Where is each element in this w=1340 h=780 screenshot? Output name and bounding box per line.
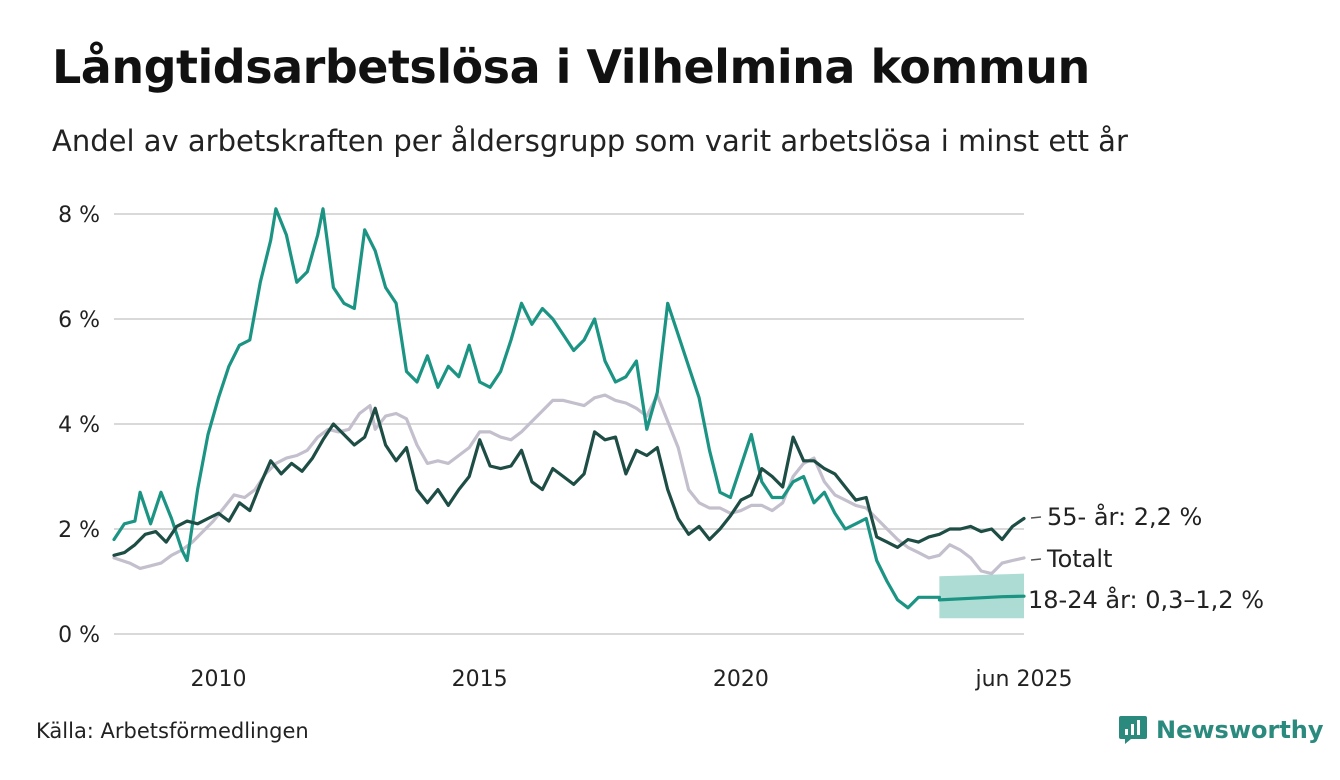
grid-lines xyxy=(114,213,1024,635)
brand-name: Newsworthy xyxy=(1156,716,1324,744)
y-tick-label: 6 % xyxy=(58,308,100,333)
x-axis-ticks: 2010 2015 2020 jun 2025 xyxy=(190,667,1072,692)
end-labels: 55- år: 2,2 % Totalt 18-24 år: 0,3–1,2 % xyxy=(1028,502,1264,614)
y-tick-label: 0 % xyxy=(58,623,100,648)
y-tick-label: 4 % xyxy=(58,413,100,438)
line-chart: 0 % 2 % 4 % 6 % 8 % 2010 2015 2020 jun 2025 55-… xyxy=(58,203,1264,692)
chart-title: Långtidsarbetslösa i Vilhelmina kommun xyxy=(52,40,1090,94)
y-tick-label: 8 % xyxy=(58,203,100,228)
chart-subtitle: Andel av arbetskraften per åldersgrupp s… xyxy=(52,124,1128,158)
label-connector xyxy=(1030,558,1042,561)
y-tick-label: 2 % xyxy=(58,518,100,543)
newsworthy-logo-icon xyxy=(1119,716,1147,744)
series-line-18-24-forecast xyxy=(937,594,1026,602)
x-tick-label: 2010 xyxy=(190,667,246,692)
x-tick-label: 2020 xyxy=(713,667,769,692)
series-line-totalt xyxy=(112,393,1026,576)
y-axis-ticks: 0 % 2 % 4 % 6 % 8 % xyxy=(58,203,100,648)
end-label-18-24: 18-24 år: 0,3–1,2 % xyxy=(1028,585,1264,614)
source-note: Källa: Arbetsförmedlingen xyxy=(36,719,309,743)
end-label-55: 55- år: 2,2 % xyxy=(1047,502,1202,531)
x-tick-label: 2015 xyxy=(452,667,508,692)
uncertainty-band xyxy=(939,573,1024,619)
end-label-totalt: Totalt xyxy=(1046,545,1112,573)
series-line-55 xyxy=(112,406,1026,557)
uncertainty-band-area xyxy=(939,573,1024,619)
brand-logo[interactable]: Newsworthy xyxy=(1118,714,1324,746)
x-tick-label: jun 2025 xyxy=(975,667,1073,692)
label-connector xyxy=(1030,516,1042,519)
series-line-18-24 xyxy=(112,207,941,610)
series-lines xyxy=(112,207,1026,610)
